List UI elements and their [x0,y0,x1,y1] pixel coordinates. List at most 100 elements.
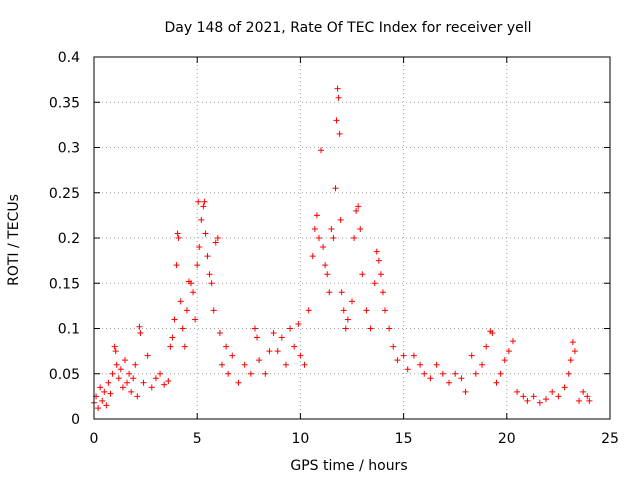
data-point [326,289,333,296]
data-point [536,399,543,406]
data-point [144,352,151,359]
data-point [543,396,550,403]
data-point [493,379,500,386]
data-point [188,280,195,287]
data-point [462,388,469,395]
data-point [333,117,340,124]
data-point [320,244,327,251]
data-point [330,235,337,241]
data-point [278,334,285,341]
data-point [107,390,114,397]
data-point [458,375,465,382]
x-axis-label: GPS time / hours [290,458,407,474]
data-point [124,379,131,386]
data-point [247,370,254,377]
data-point [101,388,108,395]
x-axis-ticks: 0 5 10 15 20 25 [90,57,619,447]
data-point [322,262,329,269]
x-tick-label: 10 [291,431,309,447]
data-point [337,216,344,223]
data-point [183,307,190,314]
data-point [195,198,202,205]
data-point [241,361,248,368]
data-point [530,393,537,400]
data-point [140,379,147,386]
data-point [262,370,269,377]
data-point [357,225,364,232]
data-point [311,225,318,232]
data-point [287,325,294,332]
data-point [301,361,308,368]
data-point [128,388,135,395]
data-point [196,244,203,251]
y-tick-label: 0 [71,412,80,428]
data-points [91,85,593,412]
data-point [161,381,168,388]
data-point [282,361,289,368]
data-point [206,271,213,278]
x-tick-label: 20 [498,431,516,447]
data-point [377,271,384,278]
x-tick-label: 25 [601,431,619,447]
data-point [363,307,370,314]
data-point [489,330,496,337]
data-point [179,325,186,332]
data-point [173,262,180,269]
data-point [200,203,207,210]
data-point [410,352,417,359]
y-tick-label: 0.05 [49,367,80,383]
data-point [334,85,341,92]
data-point [225,370,232,377]
data-point [400,352,407,359]
data-point [171,316,178,323]
data-point [169,334,176,341]
data-point [105,379,112,386]
data-point [157,370,164,377]
data-point [254,334,261,341]
data-point [555,393,562,400]
data-point [565,370,572,377]
data-point [318,147,325,154]
data-point [472,370,479,377]
data-point [198,216,205,223]
data-point [148,384,155,391]
data-point [335,94,342,101]
data-point [328,225,335,232]
y-axis-ticks: 0 0.05 0.1 0.15 0.2 0.25 0.3 0.35 0.4 [49,50,610,428]
data-point [351,235,358,241]
data-point [497,370,504,377]
data-point [119,384,126,391]
data-point [223,343,230,350]
data-point [291,343,298,350]
data-point [371,280,378,287]
data-point [109,370,116,377]
data-point [483,343,490,350]
data-point [324,271,331,278]
data-point [433,361,440,368]
data-point [338,289,345,296]
data-point [95,405,102,412]
x-tick-label: 0 [90,431,99,447]
data-point [295,320,302,327]
data-point [103,402,110,409]
data-point [137,330,144,337]
y-tick-label: 0.1 [58,322,80,338]
y-tick-label: 0.35 [49,95,80,111]
data-point [121,357,128,364]
data-point [192,316,199,323]
data-point [379,289,386,296]
y-tick-label: 0.25 [49,186,80,202]
data-point [349,298,355,305]
data-point [571,348,578,355]
x-tick-label: 5 [193,431,202,447]
data-point [212,239,219,246]
data-point [342,325,349,332]
data-point [201,198,208,205]
data-point [524,397,531,404]
data-point [386,325,393,332]
data-point [202,230,209,237]
data-point [229,352,236,359]
data-point [216,330,223,337]
data-point [549,388,556,395]
